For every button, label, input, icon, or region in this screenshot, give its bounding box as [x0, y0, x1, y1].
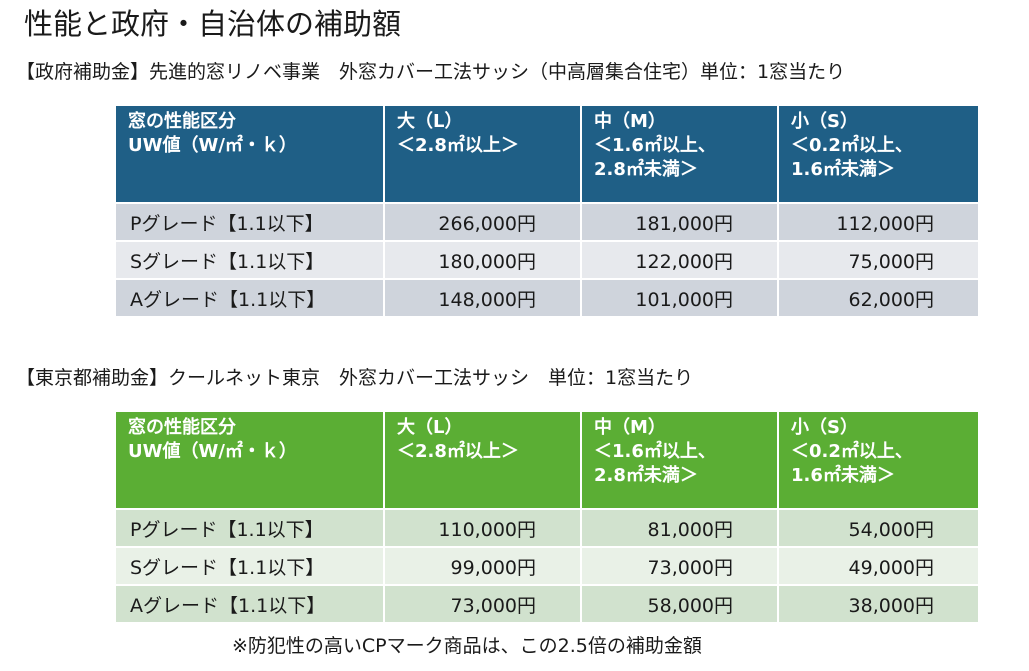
- header-line: ＜0.2㎡以上、: [791, 135, 913, 156]
- small-amount-cell: 62,000円: [779, 278, 978, 316]
- medium-amount-cell: 73,000円: [582, 546, 779, 584]
- medium-amount-cell: 58,000円: [582, 584, 779, 622]
- tokyo-subsidy-table: 窓の性能区分 UW値（W/㎡・ｋ） 大（L） ＜2.8㎡以上＞ 中（M） ＜1.…: [116, 412, 978, 622]
- cp-mark-footnote: ※防犯性の高いCPマーク商品は、この2.5倍の補助金額: [232, 635, 702, 657]
- header-line: 大（L）: [397, 111, 463, 132]
- large-amount-cell: 99,000円: [385, 546, 582, 584]
- medium-amount-cell: 101,000円: [582, 278, 779, 316]
- header-line: 2.8㎡未満＞: [594, 465, 698, 486]
- header-line: 窓の性能区分: [128, 417, 236, 438]
- header-size-medium: 中（M） ＜1.6㎡以上、 2.8㎡未満＞: [582, 412, 779, 508]
- grade-cell: Pグレード【1.1以下】: [116, 508, 385, 546]
- table-header-row: 窓の性能区分 UW値（W/㎡・ｋ） 大（L） ＜2.8㎡以上＞ 中（M） ＜1.…: [116, 412, 978, 508]
- table-row: Sグレード【1.1以下】 180,000円 122,000円 75,000円: [116, 240, 978, 278]
- header-size-small: 小（S） ＜0.2㎡以上、 1.6㎡未満＞: [779, 106, 978, 202]
- medium-amount-cell: 81,000円: [582, 508, 779, 546]
- header-line: 1.6㎡未満＞: [791, 159, 895, 180]
- header-line: UW値（W/㎡・ｋ）: [128, 135, 297, 156]
- header-line: ＜1.6㎡以上、: [594, 441, 716, 462]
- table-row: Pグレード【1.1以下】 110,000円 81,000円 54,000円: [116, 508, 978, 546]
- government-subsidy-heading: 【政府補助金】先進的窓リノベ事業 外窓カバー工法サッシ（中高層集合住宅）単位：1…: [16, 61, 846, 83]
- grade-cell: Pグレード【1.1以下】: [116, 202, 385, 240]
- header-performance-class: 窓の性能区分 UW値（W/㎡・ｋ）: [116, 106, 385, 202]
- table-row: Sグレード【1.1以下】 99,000円 73,000円 49,000円: [116, 546, 978, 584]
- large-amount-cell: 148,000円: [385, 278, 582, 316]
- table-row: Aグレード【1.1以下】 73,000円 58,000円 38,000円: [116, 584, 978, 622]
- small-amount-cell: 49,000円: [779, 546, 978, 584]
- header-line: 1.6㎡未満＞: [791, 465, 895, 486]
- table-row: Pグレード【1.1以下】 266,000円 181,000円 112,000円: [116, 202, 978, 240]
- table-row: Aグレード【1.1以下】 148,000円 101,000円 62,000円: [116, 278, 978, 316]
- header-line: 小（S）: [791, 417, 858, 438]
- header-line: ＜2.8㎡以上＞: [397, 441, 519, 462]
- tokyo-subsidy-heading: 【東京都補助金】クールネット東京 外窓カバー工法サッシ 単位：1窓当たり: [16, 367, 694, 389]
- header-size-large: 大（L） ＜2.8㎡以上＞: [385, 106, 582, 202]
- government-subsidy-table: 窓の性能区分 UW値（W/㎡・ｋ） 大（L） ＜2.8㎡以上＞ 中（M） ＜1.…: [116, 106, 978, 316]
- header-line: ＜1.6㎡以上、: [594, 135, 716, 156]
- header-line: UW値（W/㎡・ｋ）: [128, 441, 297, 462]
- header-size-small: 小（S） ＜0.2㎡以上、 1.6㎡未満＞: [779, 412, 978, 508]
- small-amount-cell: 75,000円: [779, 240, 978, 278]
- header-line: ＜2.8㎡以上＞: [397, 135, 519, 156]
- header-line: 小（S）: [791, 111, 858, 132]
- page-title: 性能と政府・自治体の補助額: [24, 7, 402, 41]
- small-amount-cell: 54,000円: [779, 508, 978, 546]
- header-line: 窓の性能区分: [128, 111, 236, 132]
- header-line: 大（L）: [397, 417, 463, 438]
- large-amount-cell: 110,000円: [385, 508, 582, 546]
- header-size-large: 大（L） ＜2.8㎡以上＞: [385, 412, 582, 508]
- header-line: 中（M）: [594, 111, 666, 132]
- grade-cell: Sグレード【1.1以下】: [116, 546, 385, 584]
- grade-cell: Sグレード【1.1以下】: [116, 240, 385, 278]
- grade-cell: Aグレード【1.1以下】: [116, 278, 385, 316]
- header-line: 中（M）: [594, 417, 666, 438]
- header-line: ＜0.2㎡以上、: [791, 441, 913, 462]
- large-amount-cell: 180,000円: [385, 240, 582, 278]
- medium-amount-cell: 122,000円: [582, 240, 779, 278]
- header-size-medium: 中（M） ＜1.6㎡以上、 2.8㎡未満＞: [582, 106, 779, 202]
- medium-amount-cell: 181,000円: [582, 202, 779, 240]
- small-amount-cell: 38,000円: [779, 584, 978, 622]
- header-performance-class: 窓の性能区分 UW値（W/㎡・ｋ）: [116, 412, 385, 508]
- header-line: 2.8㎡未満＞: [594, 159, 698, 180]
- grade-cell: Aグレード【1.1以下】: [116, 584, 385, 622]
- small-amount-cell: 112,000円: [779, 202, 978, 240]
- large-amount-cell: 73,000円: [385, 584, 582, 622]
- table-header-row: 窓の性能区分 UW値（W/㎡・ｋ） 大（L） ＜2.8㎡以上＞ 中（M） ＜1.…: [116, 106, 978, 202]
- large-amount-cell: 266,000円: [385, 202, 582, 240]
